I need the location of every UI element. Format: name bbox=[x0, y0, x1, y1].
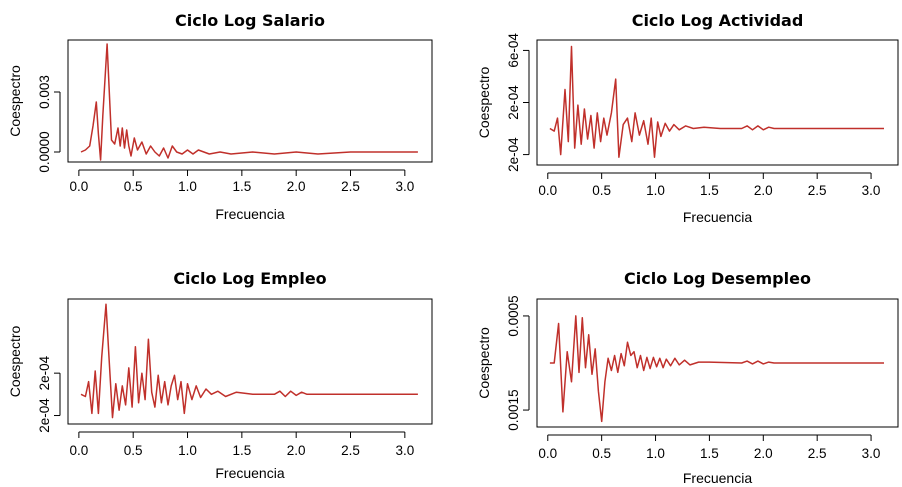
x-tick-label: 0.5 bbox=[592, 446, 611, 461]
x-tick-label: 2.5 bbox=[341, 443, 360, 458]
y-tick-label: 2e-04 bbox=[506, 137, 521, 172]
plot-frame bbox=[536, 39, 899, 166]
x-tick-label: 0.5 bbox=[592, 183, 611, 198]
x-tick-label: 2.5 bbox=[808, 446, 827, 461]
y-tick-label: 2e-04 bbox=[506, 85, 521, 120]
coespectro-series-line bbox=[80, 43, 418, 161]
x-tick-label: 2.5 bbox=[341, 179, 360, 194]
y-tick-label: 2e-04 bbox=[37, 398, 52, 433]
x-tick-label: 3.0 bbox=[395, 443, 414, 458]
y-axis-label: Coespectro bbox=[476, 327, 492, 399]
x-tick-label: 1.5 bbox=[232, 179, 251, 194]
chart-panel-2: Ciclo Log Actividad 0.0 0.5 1.0 1.5 2.0 2.5 3.0… bbox=[476, 11, 899, 225]
x-axis-label: Frecuencia bbox=[215, 206, 284, 222]
y-tick-label: 0.0000 bbox=[37, 131, 52, 172]
coespectro-series-line bbox=[549, 315, 884, 423]
x-tick-label: 1.5 bbox=[232, 443, 251, 458]
x-tick-label: 2.0 bbox=[754, 446, 773, 461]
y-tick-label: 6e-04 bbox=[506, 33, 521, 68]
y-axis-label: Coespectro bbox=[476, 66, 492, 138]
y-tick-label: 0.0005 bbox=[506, 295, 521, 336]
coespectro-series-line bbox=[549, 45, 884, 158]
x-tick-label: 1.0 bbox=[646, 446, 665, 461]
y-tick-label: 2e-04 bbox=[37, 355, 52, 390]
x-tick-label: 3.0 bbox=[395, 179, 414, 194]
y-tick-label: 0.003 bbox=[37, 75, 52, 109]
x-tick-label: 0.0 bbox=[69, 179, 88, 194]
plot-frame bbox=[67, 298, 433, 425]
x-tick-label: 0.5 bbox=[124, 443, 143, 458]
chart-panel-4: Ciclo Log Desempleo 0.0 0.5 1.0 1.5 2.0 2.5 3.0… bbox=[476, 269, 899, 486]
x-tick-label: 1.5 bbox=[700, 446, 719, 461]
y-tick-label: 0.0015 bbox=[506, 389, 521, 430]
plot-frame bbox=[536, 298, 899, 428]
x-tick-label: 1.0 bbox=[178, 179, 197, 194]
x-tick-label: 1.0 bbox=[646, 183, 665, 198]
chart-title: Ciclo Log Actividad bbox=[632, 11, 804, 30]
chart-panel-3: Ciclo Log Empleo 0.0 0.5 1.0 1.5 2.0 2.5 3.0 Fre… bbox=[7, 269, 433, 481]
plot-frame bbox=[67, 39, 433, 163]
x-tick-label: 2.0 bbox=[287, 443, 306, 458]
x-tick-label: 0.5 bbox=[124, 179, 143, 194]
x-tick-label: 3.0 bbox=[862, 446, 881, 461]
x-tick-label: 0.0 bbox=[538, 446, 557, 461]
x-axis-label: Frecuencia bbox=[683, 209, 752, 225]
chart-title: Ciclo Log Desempleo bbox=[624, 269, 811, 288]
x-tick-label: 2.0 bbox=[754, 183, 773, 198]
x-tick-label: 1.0 bbox=[178, 443, 197, 458]
x-axis-label: Frecuencia bbox=[215, 465, 284, 481]
chart-panel-1: Ciclo Log Salario 0.0 0.5 1.0 1.5 2.0 2.5 3.0 Fr… bbox=[7, 11, 433, 222]
x-axis-label: Frecuencia bbox=[683, 470, 752, 486]
x-tick-label: 2.5 bbox=[808, 183, 827, 198]
y-axis-label: Coespectro bbox=[7, 325, 23, 397]
x-tick-label: 1.5 bbox=[700, 183, 719, 198]
x-tick-label: 0.0 bbox=[538, 183, 557, 198]
x-tick-label: 3.0 bbox=[862, 183, 881, 198]
chart-title: Ciclo Log Salario bbox=[175, 11, 325, 30]
x-tick-label: 0.0 bbox=[69, 443, 88, 458]
x-tick-label: 2.0 bbox=[287, 179, 306, 194]
coespectro-series-line bbox=[80, 303, 418, 419]
chart-title: Ciclo Log Empleo bbox=[173, 269, 326, 288]
y-axis-label: Coespectro bbox=[7, 65, 23, 137]
